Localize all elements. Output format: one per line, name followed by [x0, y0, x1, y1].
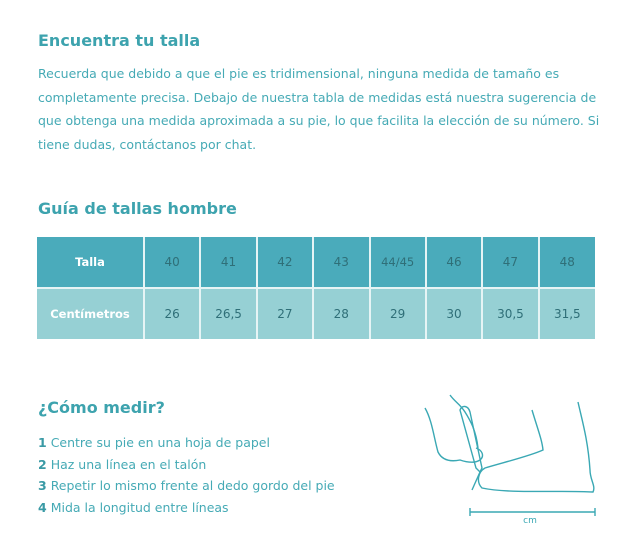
hand-icon	[424, 407, 484, 463]
intro-text: Recuerda que debido a que el pie es trid…	[38, 66, 600, 152]
step-number: 4	[38, 499, 47, 515]
cm-cell: 27	[255, 288, 314, 339]
list-item: 1 Centre su pie en una hoja de papel	[38, 432, 335, 454]
step-text: Repetir lo mismo frente al dedo gordo de…	[50, 478, 335, 493]
size-cell: 40	[142, 237, 201, 289]
cm-cell: 30	[424, 288, 483, 339]
size-cell: 43	[312, 237, 370, 289]
cm-cell: 29	[368, 288, 426, 339]
size-guide-title: Guía de tallas hombre	[38, 199, 237, 218]
table-row-cm: Centímetros 26 26,5 27 28 29 30 30,5 31,…	[37, 288, 595, 339]
foot-icon	[477, 401, 595, 493]
pen-icon	[459, 405, 483, 474]
size-cell: 46	[424, 237, 483, 289]
ruler-line	[469, 508, 596, 516]
foot-measure-illustration: cm	[424, 394, 596, 526]
cm-cell: 26,5	[199, 288, 257, 339]
list-item: 3 Repetir lo mismo frente al dedo gordo …	[38, 475, 335, 497]
cm-cell: 30,5	[481, 288, 539, 339]
list-item: 2 Haz una línea en el talón	[38, 454, 335, 476]
row-label: Talla	[37, 237, 144, 289]
cm-cell: 28	[312, 288, 370, 339]
steps-list: 1 Centre su pie en una hoja de papel 2 H…	[38, 432, 335, 518]
step-text: Centre su pie en una hoja de papel	[50, 435, 270, 450]
step-text: Haz una línea en el talón	[50, 456, 207, 472]
size-cell: 42	[255, 237, 314, 289]
list-item: 4 Mida la longitud entre líneas	[38, 497, 335, 519]
step-number: 1	[38, 435, 47, 450]
size-cell: 47	[481, 237, 539, 289]
row-label: Centímetros	[50, 307, 130, 321]
size-cell: 48	[537, 237, 595, 289]
measure-title: ¿Cómo medir?	[38, 398, 165, 417]
split-size: 44/45	[381, 255, 415, 269]
intro-title: Encuentra tu talla	[38, 31, 201, 50]
cm-cell: 26	[142, 288, 201, 339]
unit-label: cm	[523, 516, 537, 526]
step-text: Mida la longitud entre líneas	[50, 499, 229, 515]
table-row-talla: Talla 40 41 42 43 44/45 46 47 48	[37, 237, 595, 289]
step-number: 3	[38, 478, 47, 493]
step-number: 2	[38, 456, 47, 472]
size-cell: 41	[199, 237, 257, 289]
size-cell: 44/45	[368, 237, 426, 289]
size-table: Talla 40 41 42 43 44/45 46 47 48 Centíme…	[37, 237, 595, 339]
cm-cell: 31,5	[537, 288, 595, 339]
